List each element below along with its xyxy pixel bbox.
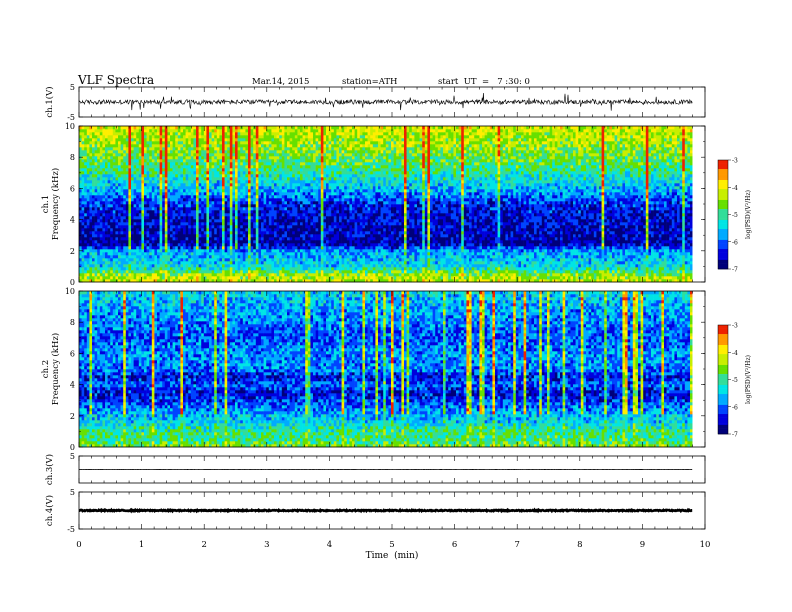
panel-2-y-tick-label: 10 [65,122,75,131]
x-tick-label: 9 [640,540,645,550]
panel-1-y-tick-label: -5 [67,113,75,122]
panel-5-trace [79,510,692,511]
panel-2-y-label: Frequency (kHz) [50,168,61,240]
figure-title: VLF Spectra [77,73,154,87]
start-time-label: start UT = 7 :30: 0 [438,77,530,87]
vlf-spectra-figure: VLF Spectra Mar.14, 2015 station=ATH sta… [0,0,792,612]
panel-2-spectrogram [79,126,692,282]
panel-2-y-tick-label: 6 [70,184,75,193]
station-label: station=ATH [342,77,397,87]
panel-5-y-tick-label: -5 [67,525,75,534]
panel-5-waveform [79,510,692,511]
panel-2-y-tick-label: 2 [70,247,75,256]
panel-2-y-tick-label: 4 [70,216,75,225]
x-tick-label: 1 [139,540,144,550]
panel-2-colorbar-tick: -3 [732,158,738,165]
panel-3-colorbar-tick: -3 [732,323,738,330]
panel-2-y-tick-label: 0 [70,278,75,287]
panel-4-y-axis: 5 ch.3(V) [44,452,705,485]
panel-3-colorbar: -3 -4 -5 -6 -7 log(PSD)(V²/Hz) [718,323,752,439]
panel-3-y-tick-label: 0 [70,443,75,452]
panel-3-colorbar-tick: -6 [732,404,738,411]
panel-3-colorbar-tick: -5 [732,377,738,384]
x-tick-label: 4 [327,540,332,550]
panel-1-y-tick-label: 5 [70,83,75,92]
panel-5-y-tick-label: 5 [70,488,75,497]
x-tick-label: 5 [389,540,394,550]
panel-3-y-tick-label: 10 [65,287,75,296]
x-axis-tick-labels: 0 1 2 3 4 5 6 7 8 9 10 [76,540,710,550]
x-tick-label: 8 [577,540,582,550]
panel-3-y-label: ch.2 [41,360,51,378]
x-tick-label: 2 [201,540,206,550]
x-tick-label: 0 [76,540,81,550]
panel-2-y-label: ch.1 [41,195,51,213]
panels-group: 5 -5 ch.1(V) -3 -4 -5 -6 -7 log(PSD)(V²/Hz) 0 2 4 6 8… [41,83,752,550]
x-tick-label: 3 [264,540,269,550]
panel-3-spectrogram [79,291,692,447]
panel-1-y-axis: 5 -5 ch.1(V) [44,83,705,122]
panel-4-y-tick-label: 5 [70,452,75,461]
panel-2-colorbar-tick: -7 [732,267,738,274]
panel-2-colorbar-label: log(PSD)(V²/Hz) [745,190,752,239]
panel-2-colorbar-tick: -4 [732,185,738,192]
panel-2-colorbar-tick: -6 [732,239,738,246]
panel-3-colorbar-tick: -4 [732,350,738,357]
panel-3-colorbar-label: log(PSD)(V²/Hz) [745,355,752,404]
panel-4-y-label: ch.3(V) [44,454,55,485]
panel-1-waveform [79,93,692,111]
panel-3-y-tick-label: 8 [70,318,75,327]
panel-3-colorbar-tick: -7 [732,432,738,439]
x-tick-label: 10 [700,540,711,550]
panel-2-colorbar: -3 -4 -5 -6 -7 log(PSD)(V²/Hz) [718,158,752,274]
x-axis-label: Time (min) [366,550,419,561]
date-label: Mar.14, 2015 [252,77,309,87]
panel-3-y-tick-label: 2 [70,412,75,421]
panel-3-y-tick-label: 6 [70,349,75,358]
panel-2-y-tick-label: 8 [70,153,75,162]
x-tick-label: 6 [452,540,457,550]
panel-1-y-label: ch.1(V) [44,86,55,117]
panel-2-colorbar-tick: -5 [732,212,738,219]
x-tick-label: 7 [514,540,519,550]
panel-1-trace [79,93,692,111]
panel-5-y-label: ch.4(V) [44,495,55,526]
panel-3-y-label: Frequency (kHz) [50,333,61,405]
panel-3-y-tick-label: 4 [70,381,75,390]
